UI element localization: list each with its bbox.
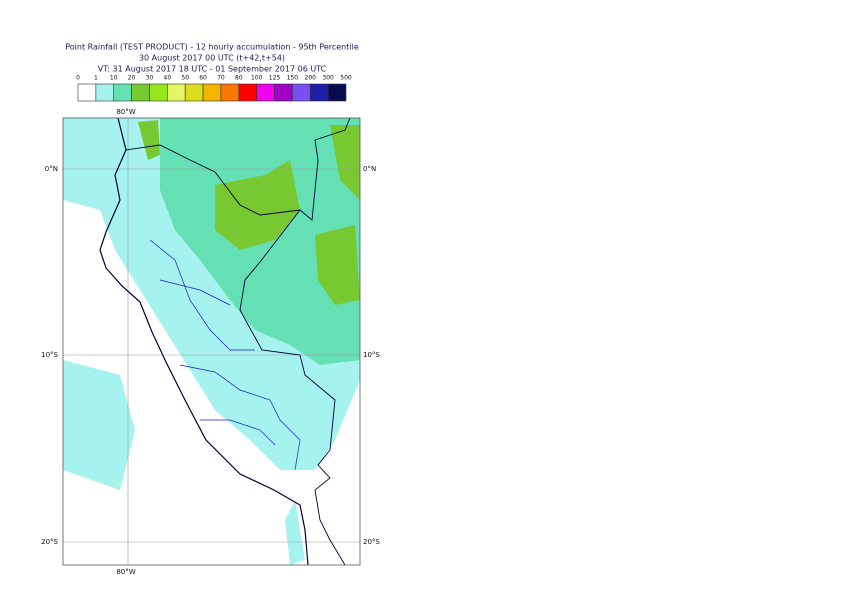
lat-label: 10°S xyxy=(41,351,58,359)
legend-label: 100 xyxy=(251,75,263,82)
legend-label: 1 xyxy=(94,75,98,82)
legend-label: 300 xyxy=(322,75,334,82)
legend-label: 500 xyxy=(340,75,352,82)
legend-swatch xyxy=(113,83,132,102)
title-line: 30 August 2017 00 UTC (t+42,t+54) xyxy=(139,54,285,63)
legend-swatch xyxy=(167,83,186,102)
legend-swatch xyxy=(95,83,115,102)
legend-label: 20 xyxy=(128,75,136,82)
title-line: VT: 31 August 2017 18 UTC - 01 September… xyxy=(98,65,327,74)
legend-label: 80 xyxy=(235,75,243,82)
legend-swatch xyxy=(184,83,204,102)
legend-label: 60 xyxy=(199,75,207,82)
legend-label: 0 xyxy=(76,75,80,82)
map-frame xyxy=(62,117,361,566)
lat-label: 0°N xyxy=(363,165,376,173)
legend-label: 200 xyxy=(305,75,317,82)
legend-swatch xyxy=(202,83,222,102)
lon-label: 80°W xyxy=(116,568,135,576)
legend-swatch xyxy=(256,83,275,102)
map-area xyxy=(63,118,360,565)
legend-swatch xyxy=(149,83,168,102)
title-line: Point Rainfall (TEST PRODUCT) - 12 hourl… xyxy=(65,43,359,52)
legend-label: 150 xyxy=(287,75,299,82)
lat-label: 10°S xyxy=(363,351,380,359)
lat-label: 0°N xyxy=(45,165,58,173)
legend-label: 30 xyxy=(146,75,154,82)
legend-swatch xyxy=(274,83,293,102)
lat-label: 20°S xyxy=(41,538,58,546)
legend-label: 50 xyxy=(181,75,189,82)
legend-label: 10 xyxy=(110,75,118,82)
lon-label: 80°W xyxy=(116,108,135,116)
legend-label: 70 xyxy=(217,75,225,82)
lat-label: 20°S xyxy=(363,538,380,546)
legend-swatch xyxy=(309,83,329,102)
legend-swatch xyxy=(292,83,311,102)
legend-swatch xyxy=(77,83,97,102)
legend: 0 1 10 20 30 40 50 60 70 80 100 125 150 200 300 500 xyxy=(76,75,352,102)
legend-label: 40 xyxy=(164,75,172,82)
legend-swatch xyxy=(238,83,257,102)
legend-swatch xyxy=(327,83,347,102)
legend-swatch xyxy=(220,83,240,102)
legend-swatch xyxy=(131,83,150,102)
legend-label: 125 xyxy=(269,75,281,82)
